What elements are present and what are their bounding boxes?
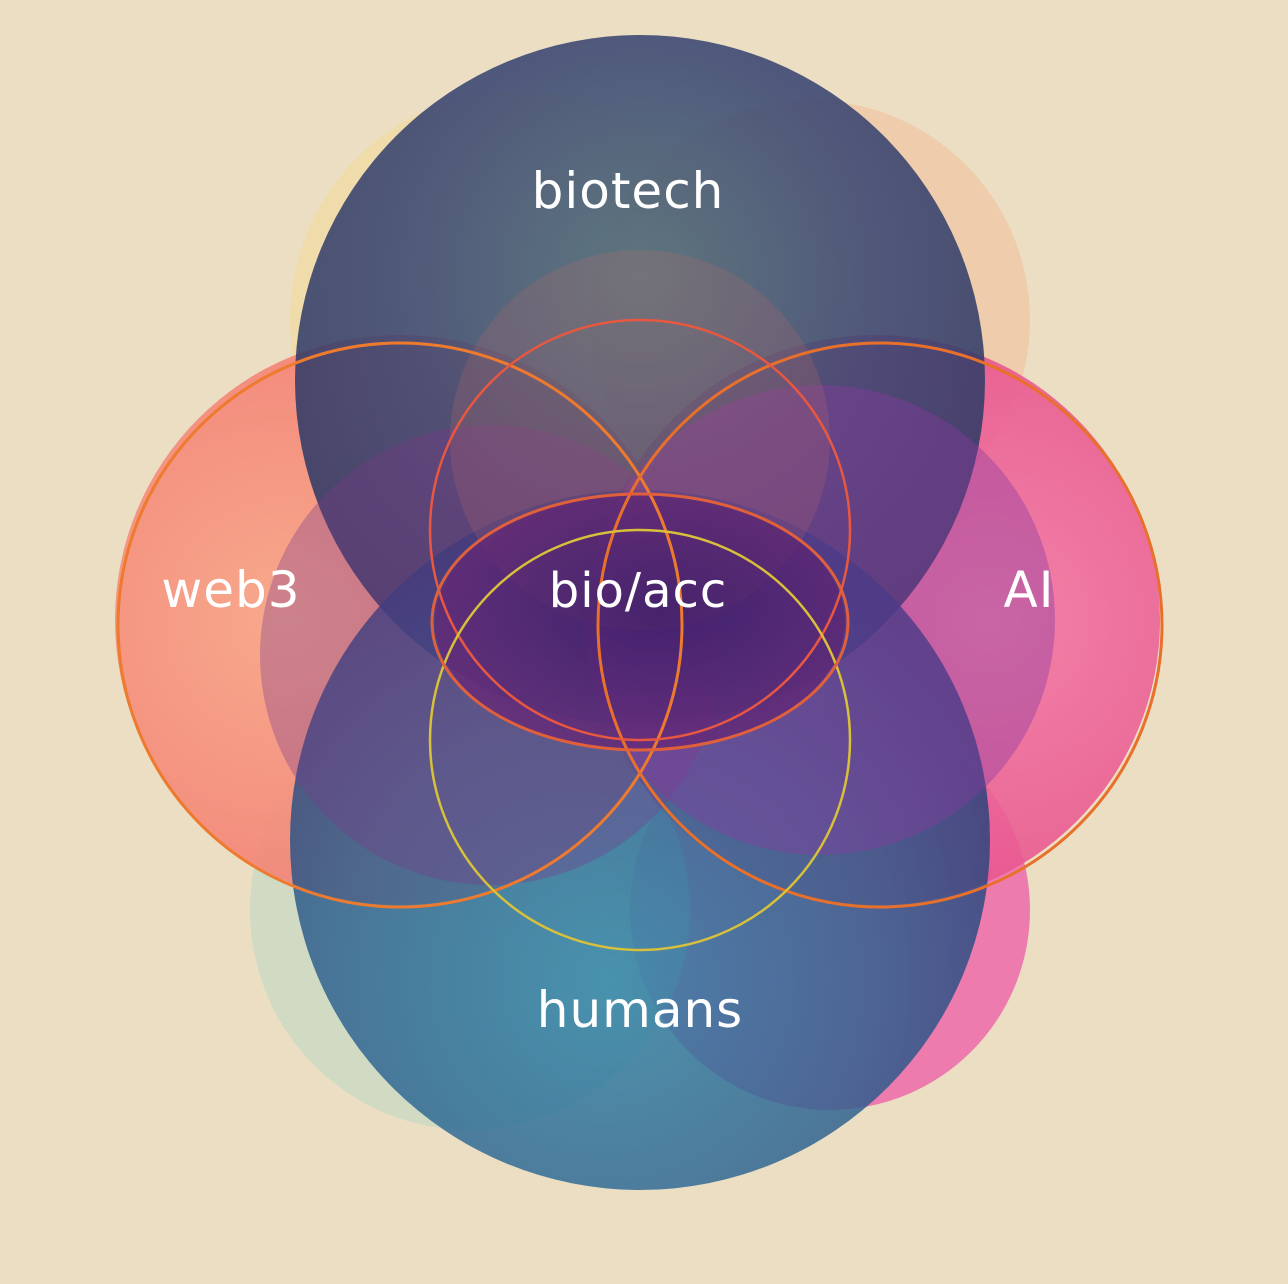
label-humans: humans	[537, 981, 743, 1039]
label-ai: AI	[1004, 561, 1055, 619]
ring-right-inner	[428, 528, 852, 952]
ring-left-inner	[428, 318, 852, 742]
ring-web3	[116, 341, 684, 909]
center-lens	[435, 494, 845, 750]
ring-center	[430, 492, 850, 752]
label-intersection: bio/acc	[549, 563, 728, 619]
label-biotech: biotech	[532, 162, 725, 220]
ring-ai	[596, 341, 1164, 909]
label-web3: web3	[161, 561, 300, 619]
